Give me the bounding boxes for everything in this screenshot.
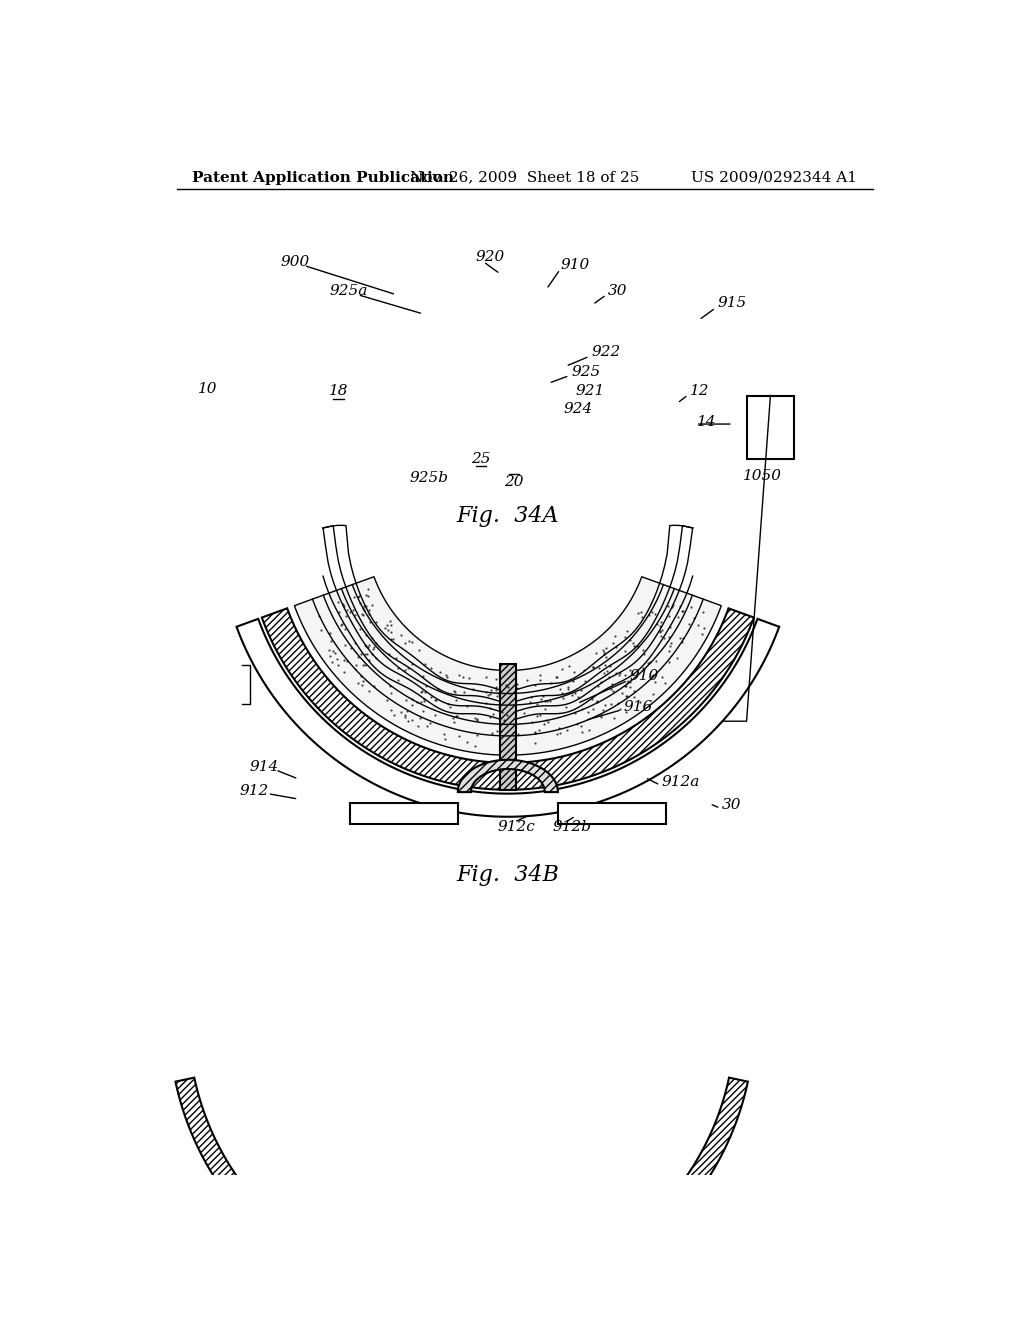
Text: 10: 10 [199, 383, 218, 396]
Bar [746, 396, 795, 459]
Text: 916: 916 [624, 700, 652, 714]
Polygon shape [289, 1237, 317, 1295]
Text: Fig.  34A: Fig. 34A [457, 506, 559, 528]
Polygon shape [500, 664, 515, 789]
Text: 922: 922 [591, 346, 621, 359]
Polygon shape [321, 1222, 639, 1243]
Text: Nov. 26, 2009  Sheet 18 of 25: Nov. 26, 2009 Sheet 18 of 25 [411, 170, 639, 185]
Polygon shape [237, 619, 779, 817]
Text: 900: 900 [281, 255, 310, 269]
Text: 914: 914 [250, 760, 280, 774]
Text: 14: 14 [697, 414, 717, 429]
Text: 912a: 912a [662, 775, 700, 789]
Text: 924: 924 [563, 403, 593, 416]
Text: 30: 30 [608, 284, 628, 298]
Text: 1050: 1050 [742, 469, 781, 483]
Text: 912: 912 [240, 784, 269, 799]
Text: Patent Application Publication: Patent Application Publication [193, 170, 455, 185]
Text: 915: 915 [717, 296, 746, 310]
Polygon shape [175, 1077, 748, 1313]
Polygon shape [289, 1222, 739, 1295]
Polygon shape [350, 803, 458, 825]
Polygon shape [262, 609, 754, 789]
Text: 925: 925 [571, 366, 600, 379]
Text: Fig.  34B: Fig. 34B [457, 863, 559, 886]
Text: 12: 12 [689, 384, 709, 397]
Text: 25: 25 [471, 451, 490, 466]
Polygon shape [558, 803, 666, 825]
Text: 30: 30 [722, 799, 741, 812]
Text: 910: 910 [630, 669, 658, 682]
Polygon shape [458, 760, 558, 792]
Text: 920: 920 [475, 249, 505, 264]
Text: 912c: 912c [497, 820, 535, 834]
Text: 912b: 912b [553, 820, 592, 834]
Text: 921: 921 [575, 384, 605, 397]
Text: 18: 18 [329, 384, 348, 397]
Text: US 2009/0292344 A1: US 2009/0292344 A1 [691, 170, 857, 185]
Text: 925b: 925b [410, 471, 449, 484]
Text: 20: 20 [504, 475, 523, 488]
Polygon shape [295, 577, 721, 755]
Text: 925a: 925a [330, 284, 368, 298]
Text: 910: 910 [560, 257, 590, 272]
